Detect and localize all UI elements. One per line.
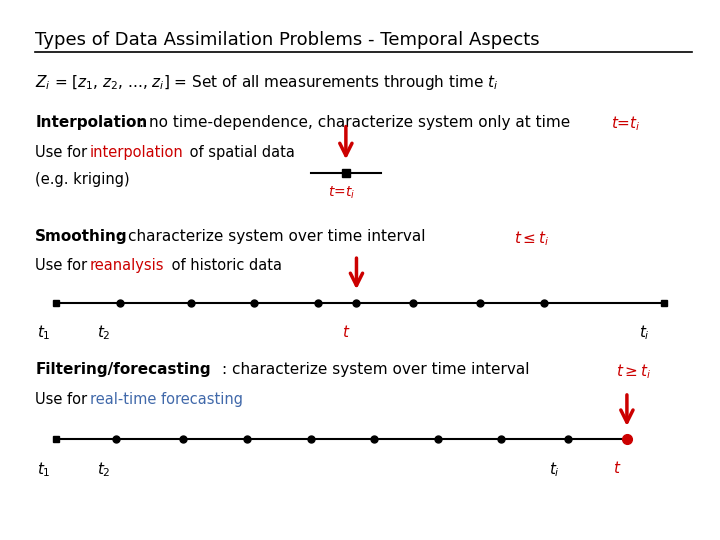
Text: $t \leq t_i$: $t \leq t_i$ [514,229,549,248]
Text: $t_1$: $t_1$ [37,323,50,342]
Text: Types of Data Assimilation Problems - Temporal Aspects: Types of Data Assimilation Problems - Te… [35,31,540,49]
Text: Smoothing: Smoothing [35,229,128,244]
Text: $t_i$: $t_i$ [549,461,560,479]
Text: $t_1$: $t_1$ [37,461,50,479]
Text: of spatial data: of spatial data [185,145,294,160]
Text: real-time forecasting: real-time forecasting [89,392,243,407]
Text: Filtering/forecasting: Filtering/forecasting [35,362,211,377]
Text: : characterize system over time interval: : characterize system over time interval [222,362,535,377]
Text: $t_2$: $t_2$ [97,323,111,342]
Text: Use for: Use for [35,392,92,407]
Text: Interpolation: Interpolation [35,115,148,130]
Text: (e.g. kriging): (e.g. kriging) [35,172,130,187]
Text: $t_2$: $t_2$ [97,461,111,479]
Text: $t \geq t_i$: $t \geq t_i$ [616,362,651,381]
Text: : characterize system over time interval: : characterize system over time interval [118,229,430,244]
Text: $t$: $t$ [342,323,350,340]
Text: $t$=$t_i$: $t$=$t_i$ [611,115,641,133]
Text: Use for: Use for [35,259,92,273]
Text: of historic data: of historic data [167,259,282,273]
Text: : no time-dependence, characterize system only at time: : no time-dependence, characterize syste… [139,115,575,130]
Text: $t_i$: $t_i$ [639,323,649,342]
Text: $t$: $t$ [613,461,621,476]
Text: Use for: Use for [35,145,92,160]
Text: interpolation: interpolation [89,145,184,160]
Text: $t$=$t_i$: $t$=$t_i$ [328,185,356,201]
Text: $Z_i$ = [$z_1$, $z_2$, ..., $z_i$] = Set of all measurements through time $t_i$: $Z_i$ = [$z_1$, $z_2$, ..., $z_i$] = Set… [35,73,499,92]
Text: reanalysis: reanalysis [89,259,164,273]
